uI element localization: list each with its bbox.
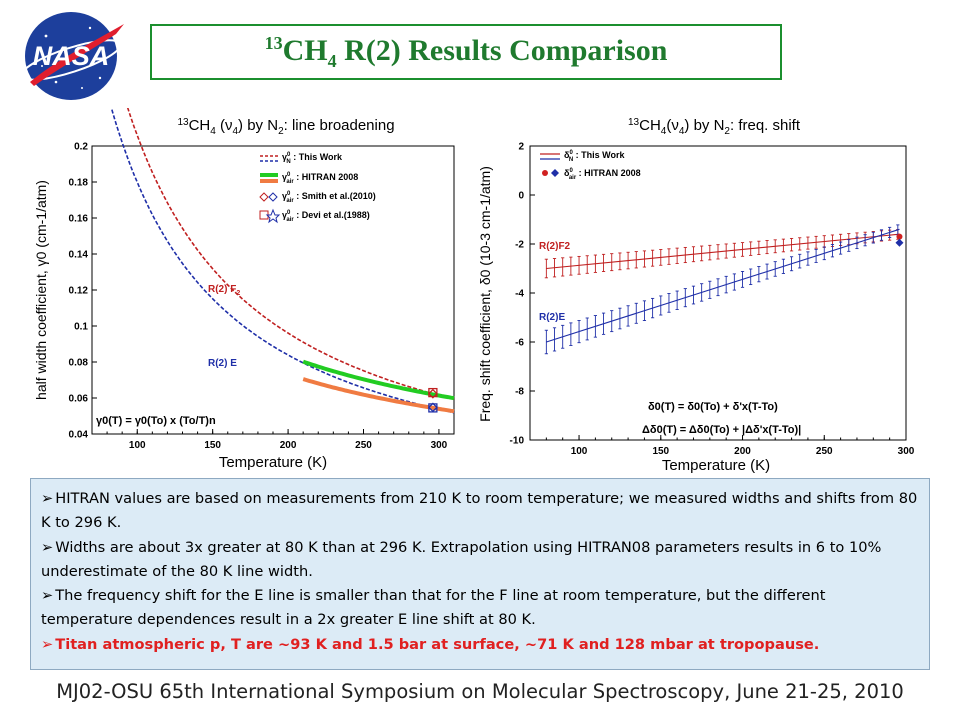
slide-title: 13CH4 R(2) Results Comparison <box>150 24 782 80</box>
legend-star-blue <box>265 208 281 224</box>
series-label-e: R(2)E <box>539 312 565 323</box>
y-tick-label: 0 <box>518 191 524 202</box>
y-tick-label: 0.16 <box>69 214 89 225</box>
x-tick-label: 100 <box>129 440 146 451</box>
y-tick-label: -6 <box>515 338 524 349</box>
series-line-1 <box>106 92 455 414</box>
x-axis-label: Temperature (K) <box>219 454 327 471</box>
legend-diamond-blue <box>551 169 559 177</box>
x-tick-label: 250 <box>355 440 372 451</box>
y-tick-label: 0.1 <box>74 322 88 333</box>
legend-circle-red <box>542 170 548 176</box>
y-tick-label: -8 <box>515 387 524 398</box>
legend-entry-1: γ0 N : This Work <box>282 152 343 165</box>
data-point-square-3 <box>428 403 438 413</box>
formula-shift: δ0(T) = δ0(To) + δ'x(T-To) <box>648 401 778 413</box>
chart-title: 13CH4(ν4) by N2: freq. shift <box>628 117 801 137</box>
legend-entry-3: γ0 air : Smith et al.(2010) <box>282 191 376 204</box>
x-tick-label: 100 <box>571 446 588 457</box>
chart-title: 13CH4 (ν4) by N2: line broadening <box>177 117 394 137</box>
footer-citation: MJ02-OSU 65th International Symposium on… <box>56 680 904 703</box>
y-tick-label: 0.2 <box>74 142 88 153</box>
x-tick-label: 200 <box>280 440 297 451</box>
freq-shift-chart: 13CH4(ν4) by N2: freq. shift 100 150 200 25… <box>476 108 926 483</box>
broadening-chart-svg: 13CH4 (ν4) by N2: line broadening 100 150… <box>33 32 455 471</box>
series-label-f2: R(2)F2 <box>539 241 571 252</box>
series-line-1 <box>546 228 900 343</box>
bullet-2: ➢ Widths are about 3x greater at 80 K tha… <box>41 538 882 580</box>
plot-frame <box>91 145 455 435</box>
series-label-e: R(2) E <box>208 358 237 369</box>
bullet-3: ➢ The frequency shift for the E line is s… <box>41 587 826 629</box>
legend-diamond-red <box>259 192 269 202</box>
x-tick-label: 200 <box>734 446 751 457</box>
y-tick-label: 0.18 <box>69 178 89 189</box>
x-tick-label: 250 <box>816 446 833 457</box>
legend-entry-4: γ0 air : Devi et al.(1988) <box>282 210 370 223</box>
logo-vector <box>30 24 124 86</box>
legend-entry-2: δ0 air : HITRAN 2008 <box>564 168 641 181</box>
bullet-4: ➢ Titan atmospheric p, T are ~93 K and 1.… <box>41 635 820 653</box>
series-line-0 <box>546 233 900 270</box>
hitran-point-1 <box>895 238 904 247</box>
y-tick-label: 0.06 <box>69 394 89 405</box>
y-tick-label: 0.14 <box>69 250 89 261</box>
y-tick-label: -10 <box>510 436 525 447</box>
legend-entry-2: γ0 air : HITRAN 2008 <box>282 172 358 185</box>
y-tick-label: 0.08 <box>69 358 89 369</box>
freq-shift-chart-svg: 13CH4(ν4) by N2: freq. shift 100 150 200 25… <box>477 117 915 474</box>
y-axis-label: half width coefficient, γ0 (cm-1/atm) <box>33 180 49 400</box>
data-point-square-2 <box>428 387 438 398</box>
y-tick-label: -2 <box>515 240 524 251</box>
slide-title-text: 13CH4 R(2) Results Comparison <box>264 32 668 71</box>
legend: γ0 N : This Work γ0 air : HITRAN 2008 γ0 air … <box>259 152 376 224</box>
x-tick-label: 300 <box>898 446 915 457</box>
x-tick-label: 150 <box>652 446 669 457</box>
broadening-chart: 13CH4 (ν4) by N2: line broadening 100 150… <box>28 32 468 483</box>
x-axis-label: Temperature (K) <box>662 457 770 474</box>
formula-shift-uncertainty: Δδ0(T) = Δδ0(To) + |Δδ'x(T-To)| <box>642 424 801 436</box>
nasa-logo: NASA <box>12 8 130 104</box>
x-tick-label: 150 <box>204 440 221 451</box>
formula: γ0(T) = γ0(To) x (To/T)n <box>96 415 216 427</box>
y-axis-label: Freq. shift coefficient, δ0 (10-3 cm-1/a… <box>477 166 493 422</box>
legend-entry-1: δ0 N : This Work <box>564 150 625 163</box>
bullet-1: ➢ HITRAN values are based on measurements… <box>41 490 918 532</box>
data-point-diamond-0 <box>427 388 438 399</box>
series-label-f2: R(2) F2 <box>208 284 240 297</box>
x-tick-label: 300 <box>431 440 448 451</box>
series-line-0 <box>106 32 455 400</box>
summary-box: ➢ HITRAN values are based on measurements… <box>30 478 930 670</box>
y-tick-label: 0.12 <box>69 286 89 297</box>
y-tick-label: -4 <box>515 289 524 300</box>
logo-text: NASA <box>33 41 110 71</box>
y-tick-label: 0.04 <box>69 430 89 441</box>
y-tick-label: 2 <box>518 142 524 153</box>
legend: δ0 N : This Work δ0 air : HITRAN 2008 <box>540 150 641 181</box>
legend-diamond-blue <box>268 192 278 202</box>
hitran-point-0 <box>896 233 903 240</box>
